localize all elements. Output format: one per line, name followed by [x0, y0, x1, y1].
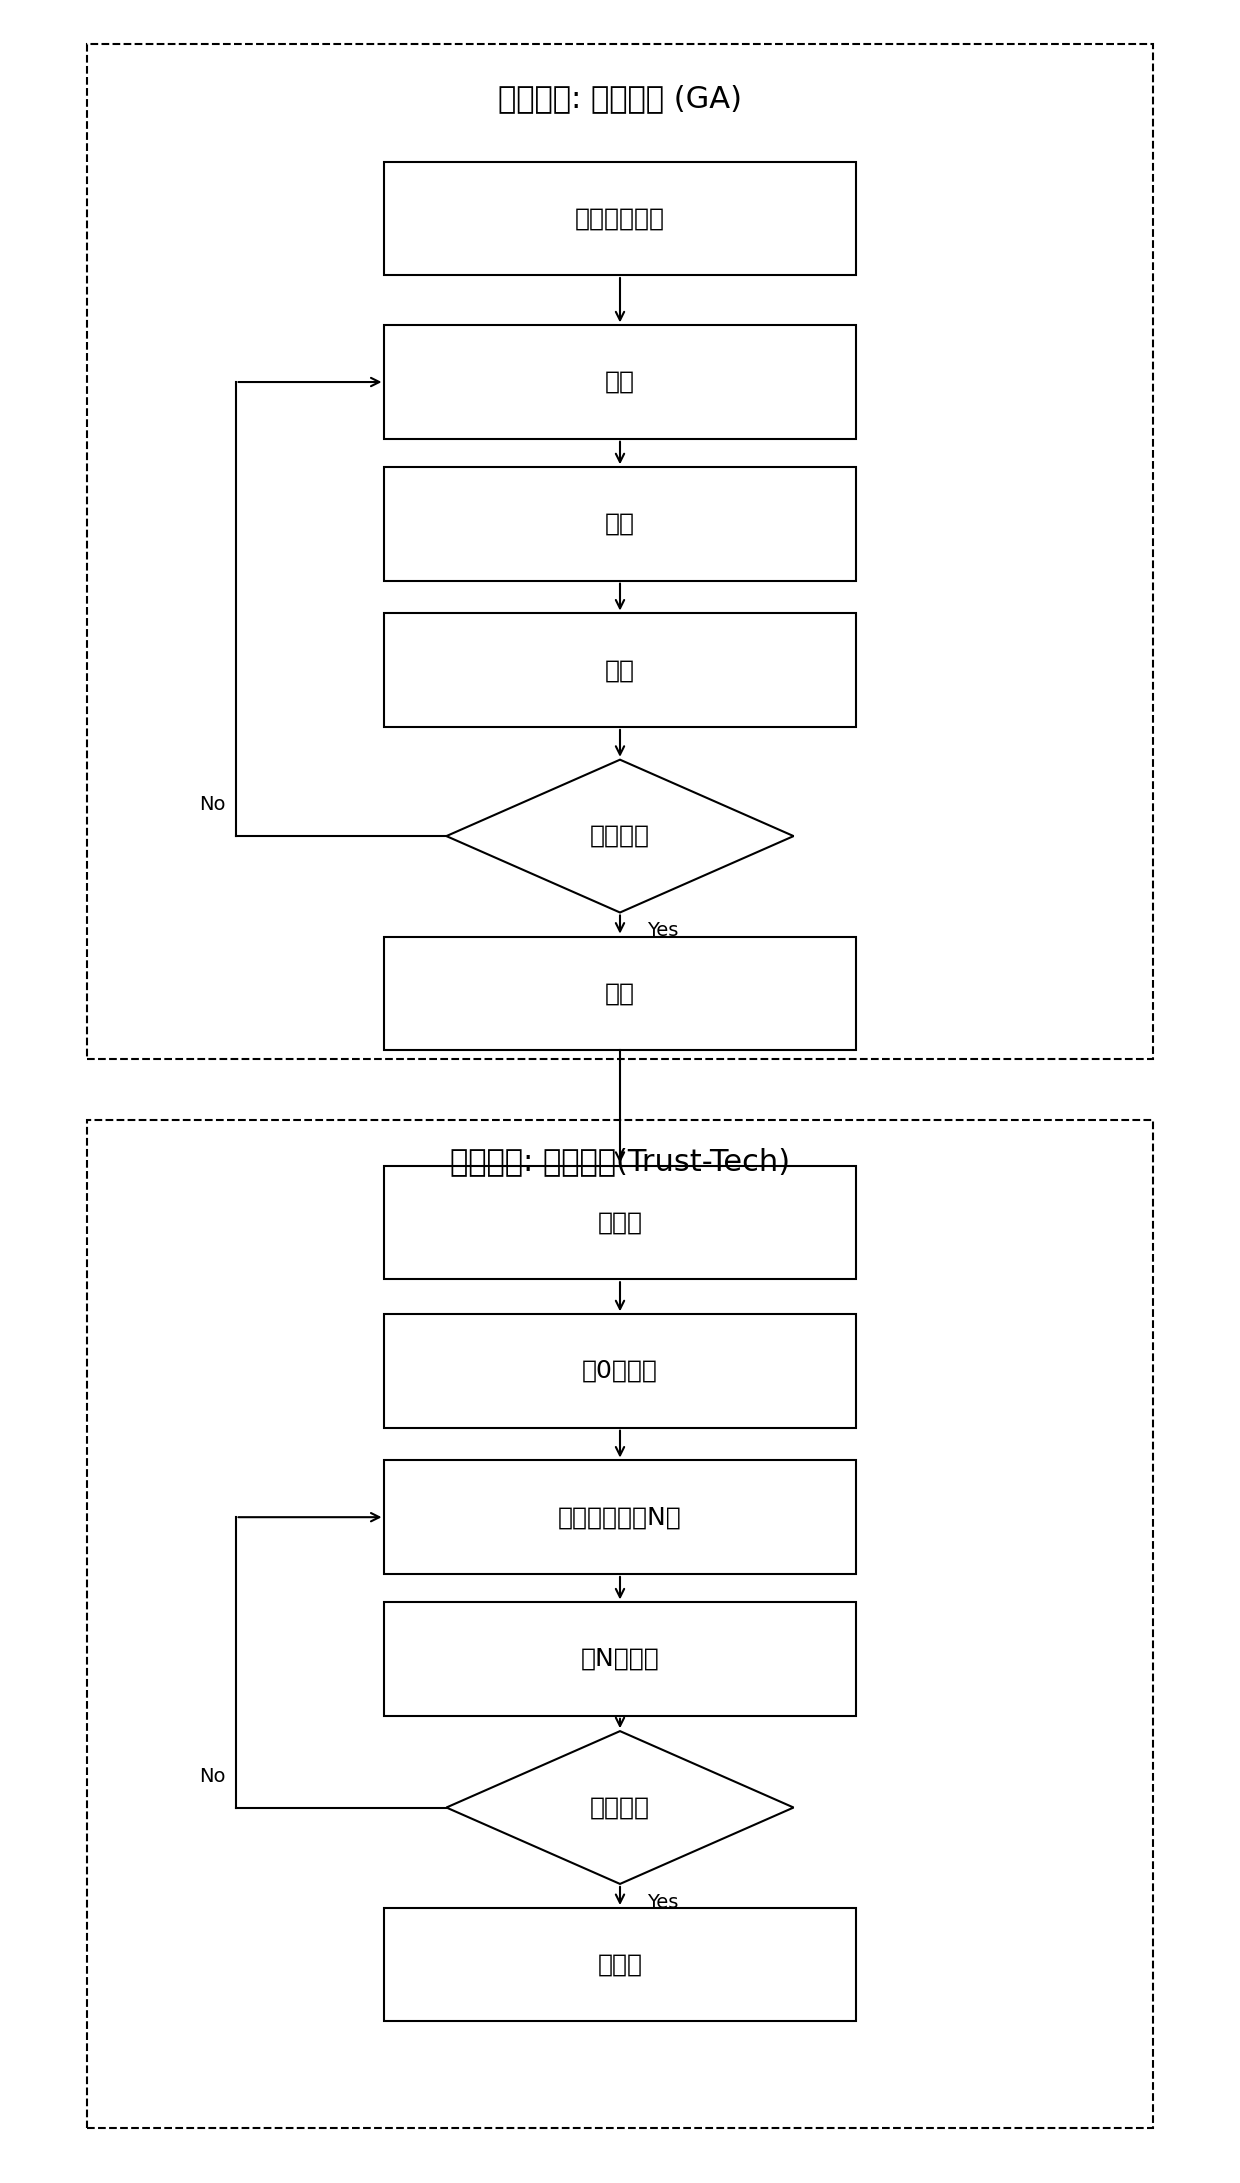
Bar — [87, 44, 1153, 1059]
Text: 第一阶段: 搜寻阶段 (GA): 第一阶段: 搜寻阶段 (GA) — [498, 83, 742, 114]
Text: Yes: Yes — [647, 921, 678, 941]
FancyBboxPatch shape — [384, 613, 856, 727]
Text: 编码和初始化: 编码和初始化 — [575, 207, 665, 229]
FancyBboxPatch shape — [384, 1166, 856, 1279]
FancyBboxPatch shape — [384, 325, 856, 439]
Text: 第N层的解: 第N层的解 — [580, 1648, 660, 1670]
Text: No: No — [200, 1766, 226, 1786]
Text: 终止条件: 终止条件 — [590, 825, 650, 847]
FancyBboxPatch shape — [384, 1602, 856, 1716]
Text: 选择: 选择 — [605, 371, 635, 393]
Text: 终止条件: 终止条件 — [590, 1797, 650, 1818]
Text: 最终解: 最终解 — [598, 1954, 642, 1976]
Text: 第二阶段: 搜寻阶段(Trust-Tech): 第二阶段: 搜寻阶段(Trust-Tech) — [450, 1146, 790, 1177]
FancyBboxPatch shape — [384, 1908, 856, 2021]
FancyBboxPatch shape — [384, 1314, 856, 1428]
Text: 交叉: 交叉 — [605, 513, 635, 535]
FancyBboxPatch shape — [384, 937, 856, 1050]
FancyBboxPatch shape — [384, 162, 856, 275]
Text: No: No — [200, 795, 226, 814]
Text: Yes: Yes — [647, 1893, 678, 1912]
Text: 结果: 结果 — [605, 982, 635, 1004]
FancyBboxPatch shape — [384, 1460, 856, 1574]
FancyBboxPatch shape — [384, 467, 856, 581]
Polygon shape — [446, 1731, 794, 1884]
Bar — [87, 1120, 1153, 2128]
Text: 搜寻下一层（N）: 搜寻下一层（N） — [558, 1506, 682, 1528]
Text: 突变: 突变 — [605, 659, 635, 681]
Text: 第0层的解: 第0层的解 — [582, 1360, 658, 1382]
Polygon shape — [446, 760, 794, 912]
Text: 初始化: 初始化 — [598, 1212, 642, 1233]
